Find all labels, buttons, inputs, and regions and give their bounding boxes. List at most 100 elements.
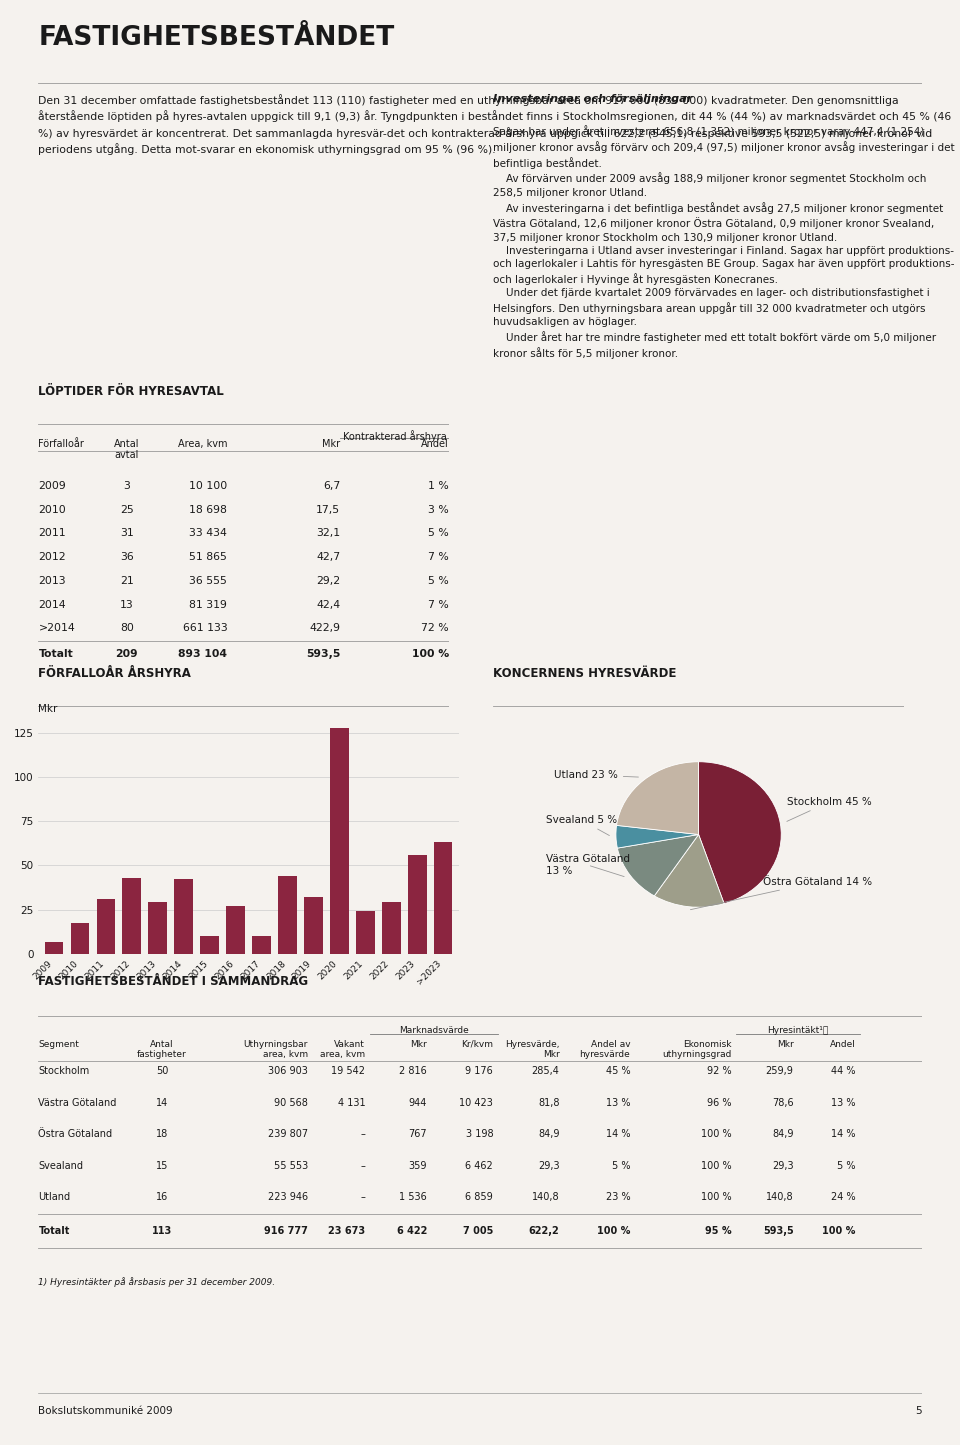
Text: 84,9: 84,9 — [772, 1129, 794, 1139]
Wedge shape — [699, 762, 781, 903]
Text: 21: 21 — [120, 577, 133, 585]
Text: Mkr: Mkr — [38, 704, 58, 714]
Text: –: – — [360, 1129, 365, 1139]
Text: Antal
avtal: Antal avtal — [114, 439, 139, 461]
Text: 10 100: 10 100 — [189, 481, 228, 491]
Text: 593,5: 593,5 — [763, 1225, 794, 1235]
Text: 944: 944 — [409, 1098, 427, 1108]
Bar — [201, 936, 219, 954]
Wedge shape — [655, 834, 724, 907]
Text: Utland: Utland — [38, 1192, 70, 1202]
Text: Andel av
hyresvärde: Andel av hyresvärde — [580, 1039, 630, 1059]
Text: Svealand: Svealand — [38, 1160, 84, 1170]
Text: 7 005: 7 005 — [463, 1225, 493, 1235]
Text: 16: 16 — [156, 1192, 168, 1202]
Bar — [175, 879, 193, 954]
Text: 23 %: 23 % — [606, 1192, 630, 1202]
Text: 78,6: 78,6 — [772, 1098, 794, 1108]
Text: Vakant
area, kvm: Vakant area, kvm — [320, 1039, 365, 1059]
Text: 100 %: 100 % — [701, 1160, 732, 1170]
Bar — [252, 936, 271, 954]
Text: Stockholm: Stockholm — [38, 1066, 89, 1077]
Text: Västra Götaland
13 %: Västra Götaland 13 % — [545, 854, 630, 877]
Text: 42,7: 42,7 — [316, 552, 340, 562]
Text: 259,9: 259,9 — [766, 1066, 794, 1077]
Text: 9 176: 9 176 — [466, 1066, 493, 1077]
Text: 2 816: 2 816 — [399, 1066, 427, 1077]
Bar — [123, 877, 141, 954]
Text: 6 422: 6 422 — [396, 1225, 427, 1235]
Text: Stockholm 45 %: Stockholm 45 % — [787, 796, 873, 821]
Text: 5 %: 5 % — [428, 577, 449, 585]
Text: 4 131: 4 131 — [338, 1098, 365, 1108]
Text: 51 865: 51 865 — [189, 552, 228, 562]
Bar — [97, 899, 115, 954]
Text: 90 568: 90 568 — [274, 1098, 308, 1108]
Text: Uthyrningsbar
area, kvm: Uthyrningsbar area, kvm — [244, 1039, 308, 1059]
Text: FASTIGHETSBESTÅNDET I SAMMANDRAG: FASTIGHETSBESTÅNDET I SAMMANDRAG — [38, 975, 308, 988]
Text: Förfalloår: Förfalloår — [38, 439, 84, 448]
Text: 31: 31 — [120, 529, 133, 539]
Text: 140,8: 140,8 — [766, 1192, 794, 1202]
Text: Andel: Andel — [829, 1039, 855, 1049]
Text: 45 %: 45 % — [606, 1066, 630, 1077]
Wedge shape — [616, 825, 699, 848]
Text: 23 673: 23 673 — [328, 1225, 365, 1235]
Bar — [71, 923, 89, 954]
Text: 29,3: 29,3 — [538, 1160, 560, 1170]
Bar — [149, 902, 167, 954]
Text: 6,7: 6,7 — [323, 481, 340, 491]
Text: Hyresvärde,
Mkr: Hyresvärde, Mkr — [505, 1039, 560, 1059]
Text: Andel: Andel — [421, 439, 449, 448]
Bar — [356, 912, 374, 954]
Text: 3: 3 — [123, 481, 131, 491]
Text: 2012: 2012 — [38, 552, 66, 562]
Wedge shape — [617, 834, 699, 896]
Text: –: – — [360, 1160, 365, 1170]
Text: 18: 18 — [156, 1129, 168, 1139]
Text: 18 698: 18 698 — [189, 504, 228, 514]
Text: 306 903: 306 903 — [268, 1066, 308, 1077]
Text: KONCERNENS HYRESVÄRDE: KONCERNENS HYRESVÄRDE — [493, 668, 677, 679]
Text: 42,4: 42,4 — [316, 600, 340, 610]
Text: Mkr: Mkr — [777, 1039, 794, 1049]
Text: 1) Hyresintäkter på årsbasis per 31 december 2009.: 1) Hyresintäkter på årsbasis per 31 dece… — [38, 1277, 276, 1287]
Bar — [278, 876, 297, 954]
Text: 19 542: 19 542 — [331, 1066, 365, 1077]
Text: 15: 15 — [156, 1160, 168, 1170]
Text: >2014: >2014 — [38, 623, 75, 633]
Text: 209: 209 — [115, 649, 138, 659]
Text: 893 104: 893 104 — [179, 649, 228, 659]
Text: Totalt: Totalt — [38, 1225, 70, 1235]
Text: 32,1: 32,1 — [316, 529, 340, 539]
Text: 14 %: 14 % — [830, 1129, 855, 1139]
Text: LÖPTIDER FÖR HYRESAVTAL: LÖPTIDER FÖR HYRESAVTAL — [38, 384, 224, 397]
Text: 13 %: 13 % — [606, 1098, 630, 1108]
Text: FASTIGHETSBESTÅNDET: FASTIGHETSBESTÅNDET — [38, 25, 395, 51]
Bar — [408, 855, 426, 954]
Text: 14: 14 — [156, 1098, 168, 1108]
Text: 140,8: 140,8 — [532, 1192, 560, 1202]
Text: Den 31 december omfattade fastighetsbeståndet 113 (110) fastigheter med en uthyr: Den 31 december omfattade fastighetsbest… — [38, 94, 951, 155]
Text: 7 %: 7 % — [428, 600, 449, 610]
Text: 36 555: 36 555 — [189, 577, 228, 585]
Text: 5: 5 — [915, 1406, 922, 1416]
Text: 359: 359 — [409, 1160, 427, 1170]
Text: 2009: 2009 — [38, 481, 66, 491]
Text: Investeringar och försäljningar: Investeringar och försäljningar — [493, 94, 692, 104]
Bar — [304, 897, 323, 954]
Text: Västra Götaland: Västra Götaland — [38, 1098, 117, 1108]
Text: 113: 113 — [152, 1225, 172, 1235]
Text: FÖRFALLOÅR ÅRSHYRA: FÖRFALLOÅR ÅRSHYRA — [38, 668, 191, 679]
Bar — [330, 728, 348, 954]
Text: 33 434: 33 434 — [189, 529, 228, 539]
Text: Ekonomisk
uthyrningsgrad: Ekonomisk uthyrningsgrad — [662, 1039, 732, 1059]
Text: Kr/kvm: Kr/kvm — [461, 1039, 493, 1049]
Text: 36: 36 — [120, 552, 133, 562]
Text: 239 807: 239 807 — [268, 1129, 308, 1139]
Text: 422,9: 422,9 — [309, 623, 340, 633]
Text: 1 %: 1 % — [428, 481, 449, 491]
Text: Kontrakterad årshyra: Kontrakterad årshyra — [343, 431, 446, 442]
Text: 100 %: 100 % — [412, 649, 449, 659]
Text: 95 %: 95 % — [705, 1225, 732, 1235]
